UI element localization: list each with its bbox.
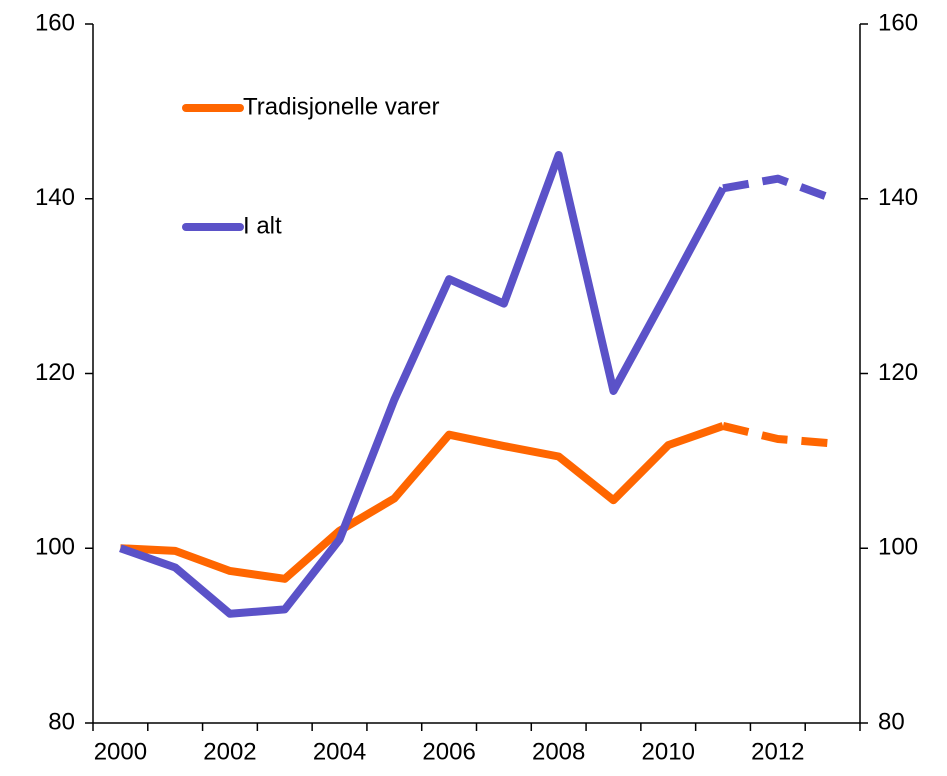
y-tick-label: 100 [35,534,75,561]
line-forecast [722,422,833,448]
y-tick-label: 140 [35,184,75,211]
x-tick-label: 2002 [203,738,256,765]
x-tick-label: 2006 [422,738,475,765]
y-tick-label: 80 [48,708,75,735]
legend-label: Tradisjonelle varer [243,93,440,120]
x-tick-label: 2012 [751,738,804,765]
y2-tick-label: 100 [878,534,918,561]
y2-tick-label: 80 [878,708,905,735]
legend-label: I alt [243,212,282,239]
line-forecast [722,174,834,203]
y2-tick-label: 160 [878,9,918,36]
x-tick-label: 2000 [94,738,147,765]
line [119,151,727,618]
x-tick-label: 2008 [532,738,585,765]
y2-tick-label: 140 [878,184,918,211]
line [120,422,725,583]
y-tick-label: 160 [35,9,75,36]
x-tick-label: 2010 [642,738,695,765]
y2-tick-label: 120 [878,359,918,386]
x-tick-label: 2004 [313,738,366,765]
y-tick-label: 120 [35,359,75,386]
